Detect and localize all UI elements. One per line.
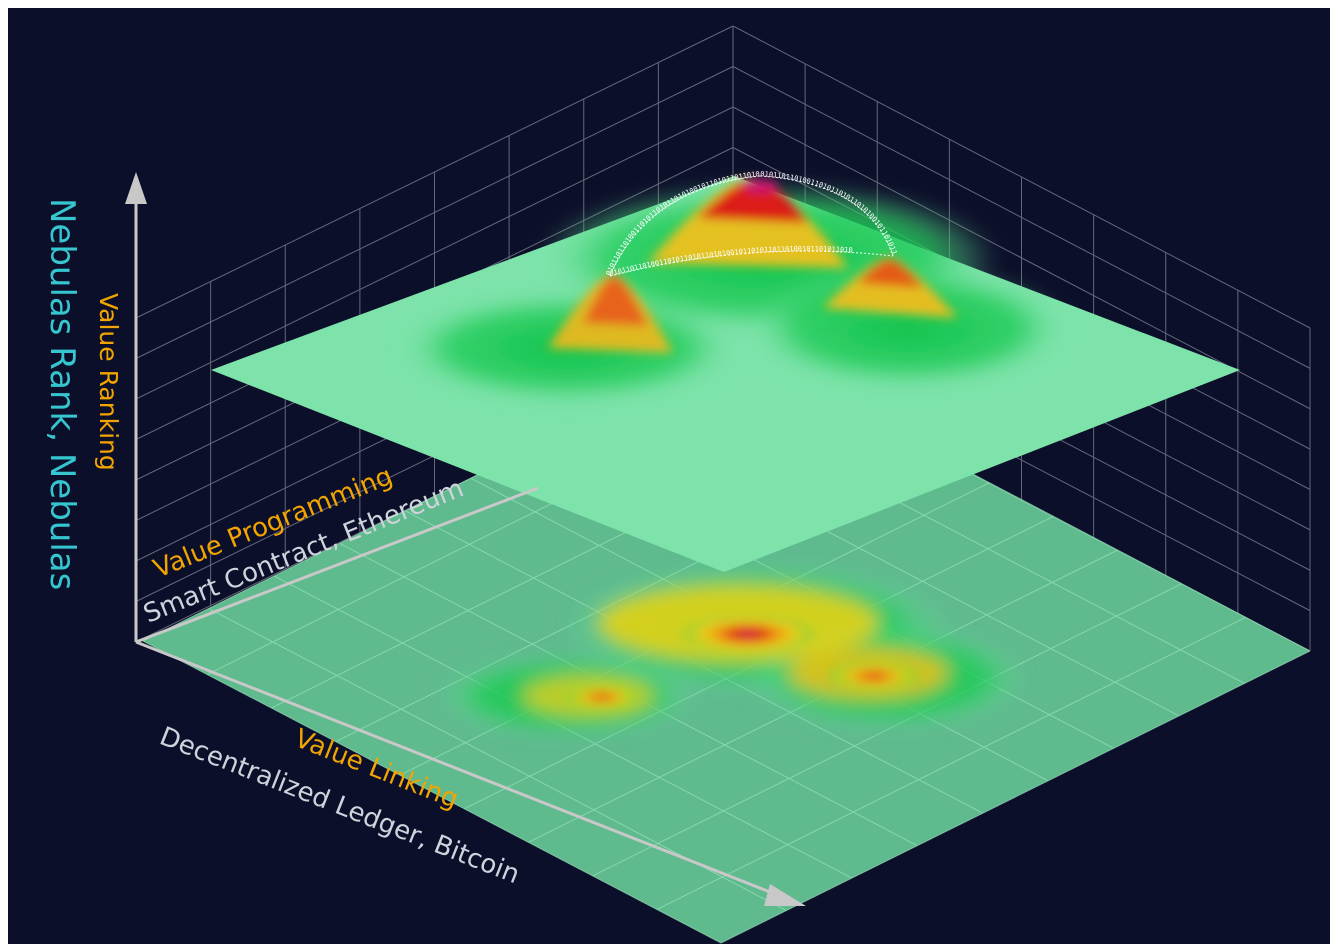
grid-line [135, 66, 734, 359]
depth-axis-line [135, 486, 539, 644]
y-axis-subtitle: Value Ranking [94, 293, 123, 471]
y-axis-title: Nebulas Rank, Nebulas [42, 198, 82, 590]
grid-line [142, 640, 722, 944]
grid-line [720, 650, 1311, 944]
binary-arcs [609, 175, 894, 277]
axes [134, 193, 781, 898]
grid-line [135, 106, 734, 400]
grid-line [135, 25, 734, 319]
grid-line [732, 25, 1311, 329]
grid-line [732, 106, 1311, 410]
grid-line [732, 66, 1311, 369]
diagram-canvas: 0101101101001101011010110101001011010110… [8, 8, 1330, 944]
x-axis-line [135, 640, 781, 898]
x-axis-arrow [764, 884, 806, 906]
y-axis-arrow [125, 172, 147, 204]
grid-line [656, 616, 1247, 910]
